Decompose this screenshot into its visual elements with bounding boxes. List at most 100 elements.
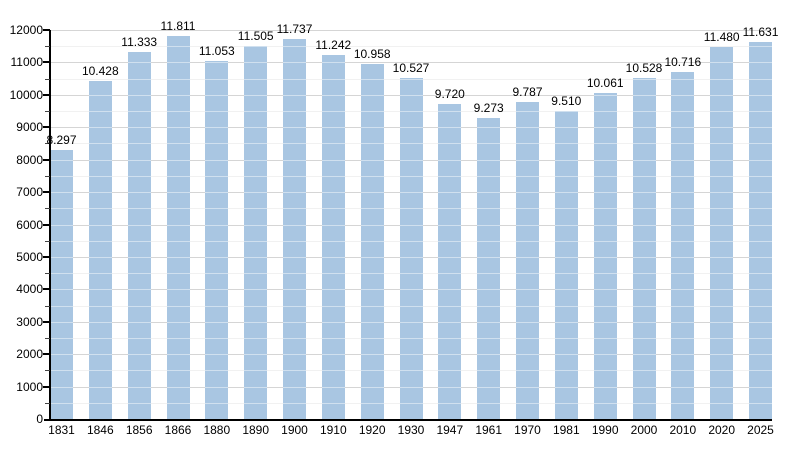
y-axis-tick-label: 9000 <box>16 120 43 134</box>
bar-value-label: 11.505 <box>237 29 274 43</box>
bar <box>283 38 306 419</box>
gridline-overlay <box>50 143 772 144</box>
y-major-tick <box>43 29 50 31</box>
y-major-tick <box>43 61 50 63</box>
gridline-overlay <box>50 225 772 226</box>
gridline-overlay <box>50 79 772 80</box>
y-major-tick <box>43 159 50 161</box>
y-minor-tick <box>45 79 50 80</box>
bar <box>554 110 578 419</box>
bar <box>127 51 151 419</box>
gridline-overlay <box>50 208 772 209</box>
x-axis-tick-label: 1910 <box>319 423 347 437</box>
x-axis-tick-label: 1856 <box>125 423 153 437</box>
x-axis-tick-label: 1970 <box>514 423 541 437</box>
x-axis-tick-label: 1947 <box>436 423 464 437</box>
bar <box>88 81 112 419</box>
bar-value-label: 10.528 <box>625 60 663 75</box>
y-axis-tick-label: 1000 <box>16 380 43 394</box>
y-axis-line <box>49 30 51 421</box>
x-axis-tick-label: 1846 <box>86 423 114 437</box>
gridline-overlay <box>50 127 772 128</box>
x-axis-tick-label: 1920 <box>358 423 386 437</box>
bar <box>205 60 229 419</box>
y-minor-tick <box>45 370 50 371</box>
y-minor-tick <box>45 338 50 339</box>
y-axis-tick-label: 0 <box>36 412 43 426</box>
bar-value-label: 10.716 <box>664 54 702 69</box>
bar-value-label: 11.480 <box>703 29 740 44</box>
y-minor-tick <box>45 46 50 47</box>
y-axis-tick-label: 10000 <box>9 88 43 102</box>
gridline-overlay <box>50 354 772 355</box>
y-minor-tick <box>45 273 50 274</box>
bar-value-label: 10.958 <box>353 46 391 61</box>
x-axis-tick-label: 2000 <box>630 423 658 437</box>
bar <box>749 42 772 419</box>
y-minor-tick <box>45 143 50 144</box>
y-axis-tick-label: 12000 <box>9 23 43 37</box>
bar-value-label: 9.510 <box>551 93 582 108</box>
y-major-tick <box>43 256 50 258</box>
gridline-overlay <box>50 30 772 31</box>
bar-value-label: 10.428 <box>81 64 119 78</box>
y-axis-tick-label: 11000 <box>10 55 43 69</box>
x-axis-tick-label: 1831 <box>48 423 75 437</box>
y-axis-tick-label: 8000 <box>16 153 43 167</box>
x-axis-tick-label: 2025 <box>747 423 774 437</box>
bar-value-label: 9.787 <box>512 84 543 99</box>
y-axis-tick-label: 2000 <box>16 347 43 361</box>
bar <box>710 46 734 419</box>
x-axis-line <box>44 419 772 421</box>
gridline-overlay <box>50 176 772 177</box>
bar <box>671 71 695 419</box>
bar <box>477 118 501 419</box>
bar <box>244 46 268 419</box>
bar-value-label: 11.631 <box>742 25 779 39</box>
bar-value-label: 11.333 <box>121 34 158 49</box>
x-axis-tick-label: 1930 <box>397 423 425 437</box>
gridline-overlay <box>50 62 772 63</box>
bar <box>632 77 656 419</box>
gridline-overlay <box>50 338 772 339</box>
gridline-overlay <box>50 160 772 161</box>
bar-value-label: 11.242 <box>315 37 352 52</box>
y-major-tick <box>43 191 50 193</box>
bar-value-label: 11.811 <box>160 19 196 34</box>
bar-value-label: 11.053 <box>198 43 235 58</box>
x-axis-tick-label: 1890 <box>242 423 270 437</box>
x-axis-tick-label: 1880 <box>203 423 231 437</box>
gridline-overlay <box>50 241 772 242</box>
gridline-overlay <box>50 46 772 47</box>
y-minor-tick <box>45 208 50 209</box>
y-major-tick <box>43 224 50 226</box>
gridline-overlay <box>50 257 772 258</box>
gridline-major <box>50 30 772 31</box>
x-axis-tick-label: 2020 <box>708 423 736 437</box>
gridline-overlay <box>50 403 772 404</box>
bar <box>399 77 423 419</box>
y-axis-tick-label: 4000 <box>16 282 43 296</box>
bar <box>516 101 539 419</box>
gridline-overlay <box>50 370 772 371</box>
y-minor-tick <box>45 176 50 177</box>
y-minor-tick <box>45 111 50 112</box>
bar-value-label: 9.720 <box>434 86 465 101</box>
y-axis-tick-label: 6000 <box>16 218 43 232</box>
y-major-tick <box>43 386 50 388</box>
bar-value-label: 10.061 <box>586 75 624 90</box>
bar <box>593 92 617 419</box>
bar <box>166 36 190 419</box>
gridline-overlay <box>50 322 772 323</box>
y-major-tick <box>43 94 50 96</box>
y-major-tick <box>43 126 50 128</box>
y-axis-tick-label: 5000 <box>16 250 43 264</box>
gridline-overlay <box>50 95 772 96</box>
x-axis-tick-label: 1961 <box>475 423 503 437</box>
gridline-major <box>50 62 772 63</box>
gridline-overlay <box>50 273 772 274</box>
